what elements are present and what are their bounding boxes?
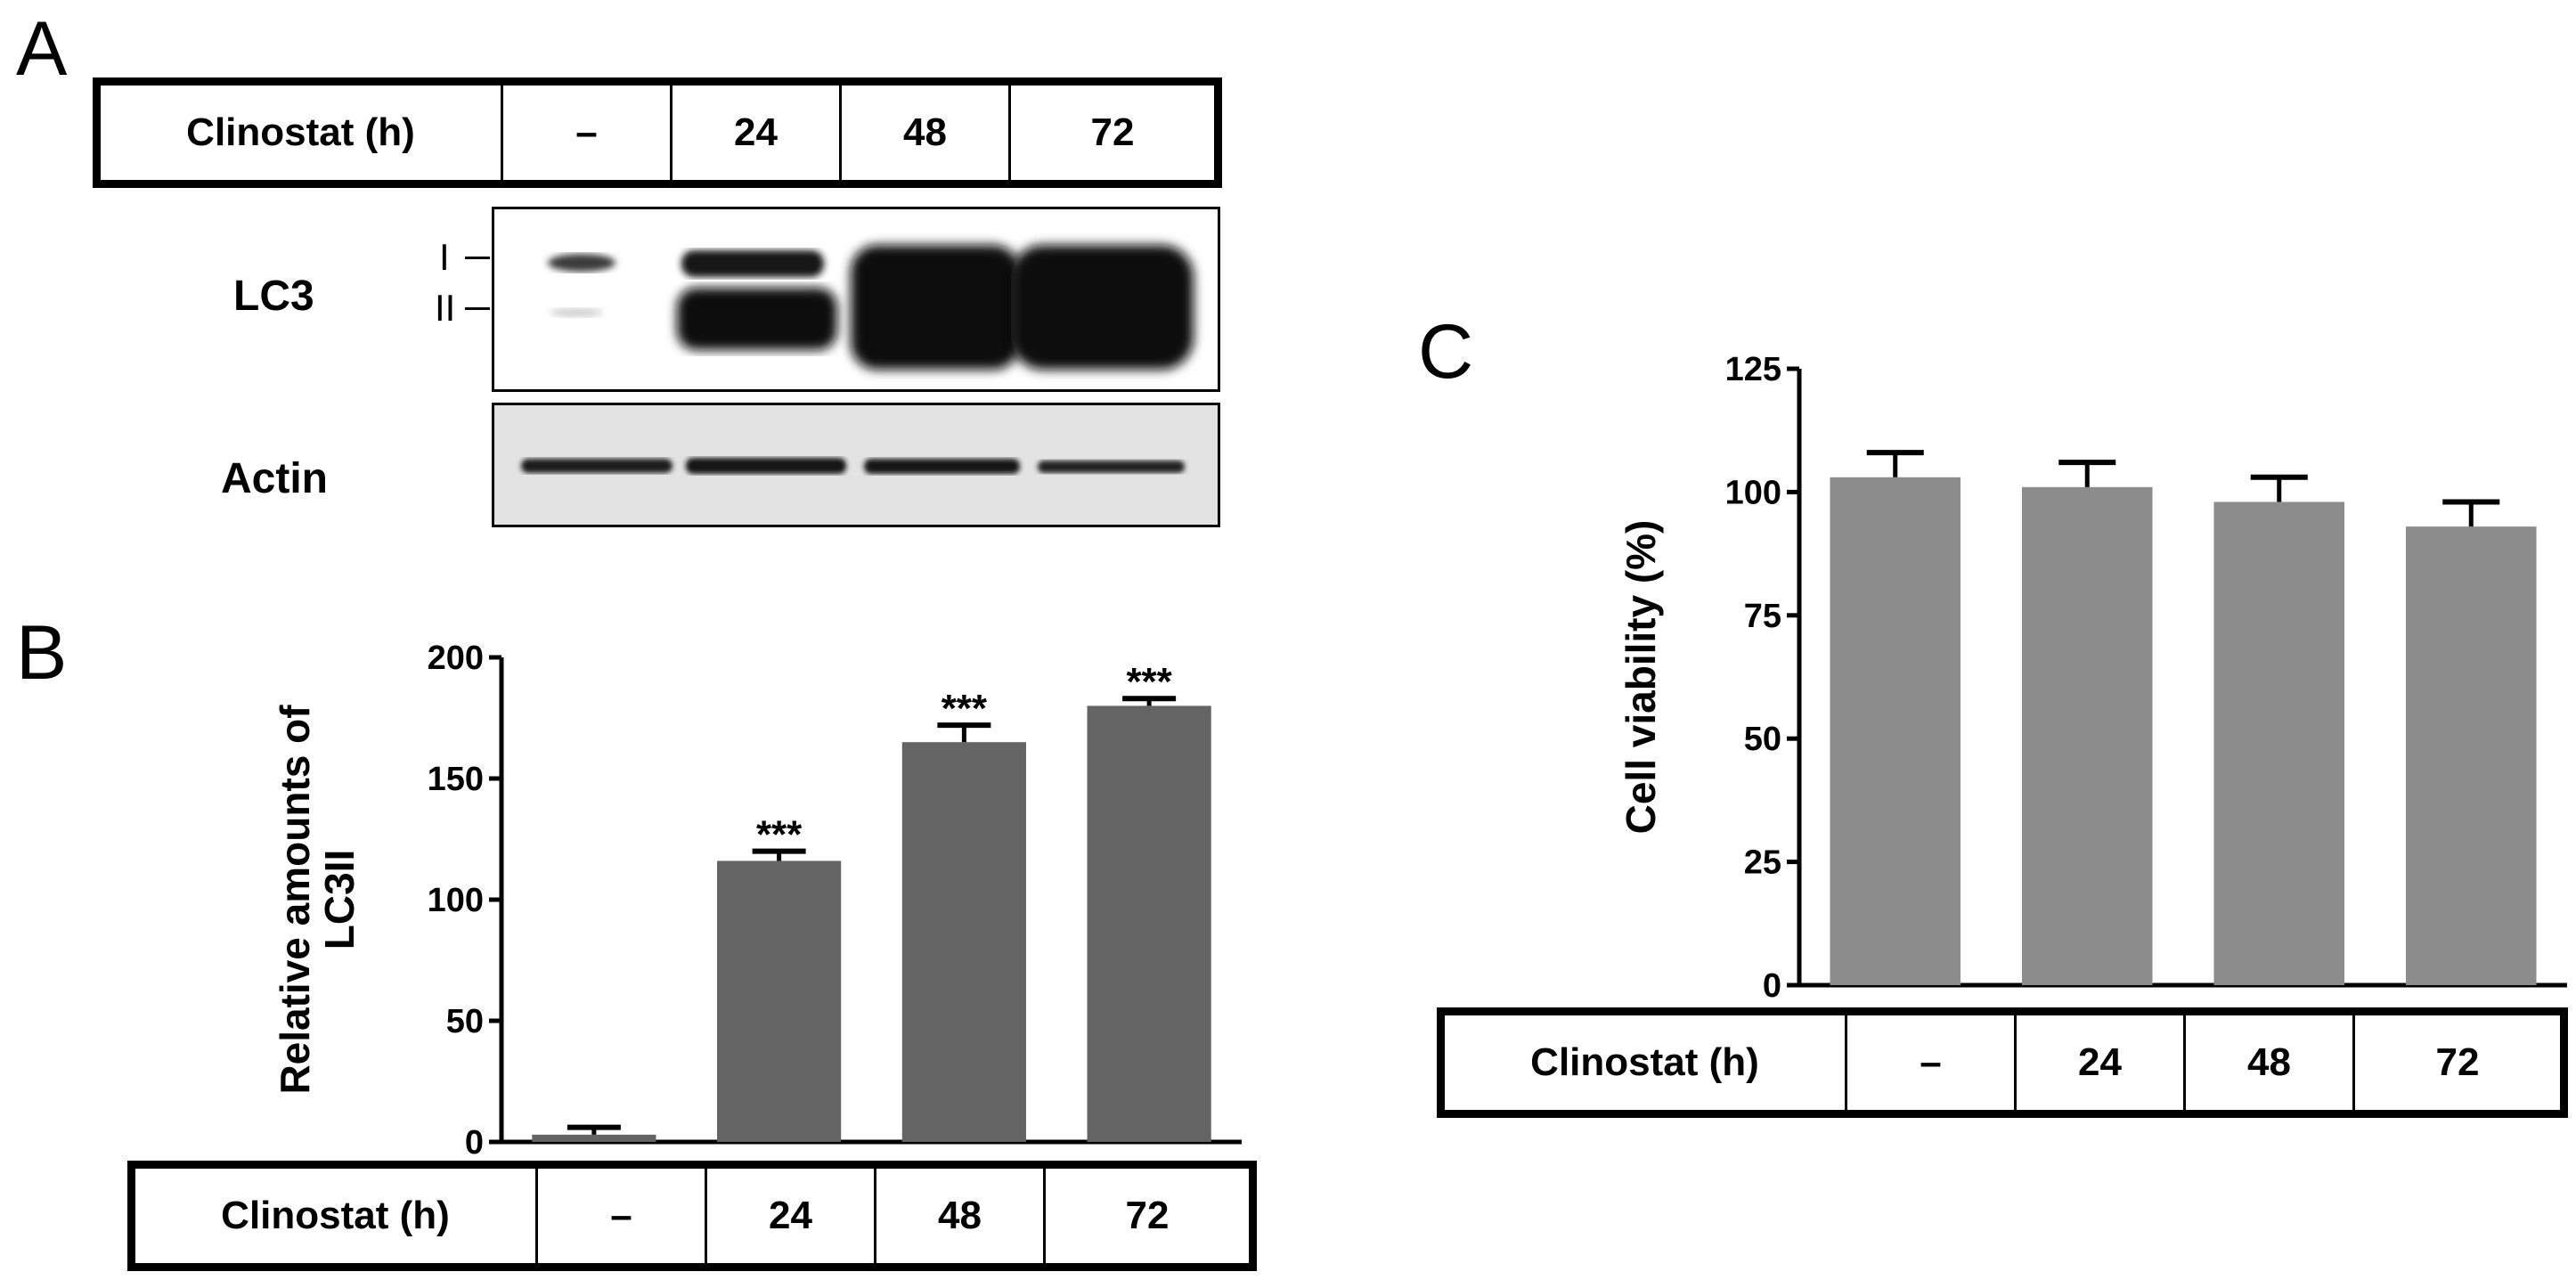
condition-table-b: Clinostat (h) – 24 48 72: [127, 1161, 1257, 1271]
lc3-label: LC3: [233, 273, 314, 320]
actin-blot-image: [492, 403, 1220, 527]
actin-label: Actin: [221, 455, 328, 502]
band-marker-ii: [465, 307, 490, 310]
actin-band: [686, 458, 846, 474]
condition-cell: 24: [2014, 1015, 2183, 1110]
y-tick-label: 100: [428, 882, 484, 919]
condition-cell: –: [535, 1169, 705, 1263]
lc3-band: [681, 250, 824, 277]
actin-band: [521, 459, 673, 473]
y-tick-label: 50: [446, 1003, 484, 1040]
actin-band: [864, 459, 1020, 474]
condition-table-a: Clinostat (h) – 24 48 72: [93, 77, 1222, 188]
lc3-band: [1011, 245, 1194, 370]
panel-label-c: C: [1418, 309, 1474, 395]
condition-cell: 48: [839, 86, 1008, 180]
condition-cell: 24: [705, 1169, 874, 1263]
y-axis-label: Cell viability (%): [1618, 520, 1664, 835]
condition-cell: –: [1845, 1015, 2014, 1110]
bar: [2213, 501, 2345, 985]
band-label-i: I: [439, 236, 450, 278]
condition-cell: 72: [1008, 86, 1214, 180]
condition-cell: 72: [2352, 1015, 2560, 1110]
significance-marker: ***: [1126, 660, 1172, 704]
lc3-band: [677, 288, 837, 350]
band-label-ii: II: [435, 287, 456, 329]
lc3-blot-image: [492, 207, 1220, 392]
y-tick-label: 125: [1725, 351, 1781, 388]
bar: [532, 1134, 656, 1142]
bar: [2405, 526, 2537, 985]
y-axis-label: Relative amounts of: [272, 705, 318, 1095]
band-marker-i: [465, 257, 490, 259]
condition-table-c: Clinostat (h) – 24 48 72: [1437, 1007, 2568, 1118]
bar: [901, 742, 1026, 1142]
bar: [2021, 486, 2153, 985]
actin-blot-bands: [521, 458, 1185, 474]
condition-cell: 24: [670, 86, 839, 180]
y-tick-label: 150: [428, 761, 484, 798]
y-tick-label: 100: [1725, 474, 1781, 511]
lc3-blot-bands: [548, 245, 1194, 370]
condition-label: Clinostat (h): [221, 1194, 450, 1237]
bar: [1830, 477, 1961, 985]
panel-label-b: B: [16, 610, 68, 696]
y-tick-label: 200: [428, 640, 484, 677]
y-tick-label: 0: [465, 1124, 484, 1162]
y-tick-label: 0: [1763, 967, 1781, 1005]
y-tick-label: 50: [1744, 721, 1781, 758]
condition-cell: –: [501, 86, 670, 180]
significance-marker: ***: [942, 687, 988, 730]
lc3-band: [550, 308, 603, 317]
lc3-band: [548, 254, 615, 272]
y-tick-label: 25: [1744, 844, 1781, 882]
y-axis-label: LC3II: [316, 850, 363, 950]
lc3-band: [851, 245, 1020, 370]
actin-band: [1038, 461, 1185, 473]
condition-label: Clinostat (h): [1530, 1040, 1759, 1084]
condition-cell: 48: [874, 1169, 1043, 1263]
condition-cell: 48: [2183, 1015, 2352, 1110]
y-tick-label: 75: [1744, 598, 1781, 635]
panel-label-a: A: [16, 6, 68, 92]
significance-marker: ***: [756, 813, 803, 857]
condition-label: Clinostat (h): [186, 110, 415, 154]
bar: [717, 860, 842, 1142]
bar: [1087, 705, 1211, 1142]
condition-cell: 72: [1043, 1169, 1249, 1263]
